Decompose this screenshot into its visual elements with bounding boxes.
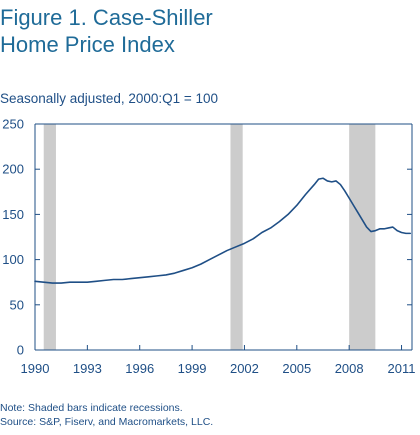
y-tick-label-50: 50 bbox=[10, 297, 24, 312]
recession-bar-1 bbox=[43, 124, 56, 350]
chart-notes: Note: Shaded bars indicate recessions. S… bbox=[0, 401, 213, 429]
x-tick-label-2011: 2011 bbox=[388, 361, 416, 376]
recession-bar-3 bbox=[349, 124, 376, 350]
recession-bar-2 bbox=[230, 124, 243, 350]
chart-title: Figure 1. Case-Shiller Home Price Index bbox=[0, 4, 213, 58]
x-tick-label-2008: 2008 bbox=[335, 361, 364, 376]
y-tick-label-0: 0 bbox=[17, 343, 24, 358]
title-line-1: Figure 1. Case-Shiller bbox=[0, 5, 213, 30]
chart-subtitle: Seasonally adjusted, 2000:Q1 = 100 bbox=[0, 91, 219, 106]
source-note: Source: S&P, Fiserv, and Macromarkets, L… bbox=[0, 416, 214, 428]
x-tick-label-1990: 1990 bbox=[21, 361, 50, 376]
y-tick-label-100: 100 bbox=[2, 252, 24, 267]
y-tick-label-250: 250 bbox=[2, 117, 24, 132]
x-tick-label-2005: 2005 bbox=[282, 361, 311, 376]
x-tick-label-1999: 1999 bbox=[178, 361, 207, 376]
x-tick-label-1996: 1996 bbox=[125, 361, 154, 376]
x-tick-label-2002: 2002 bbox=[230, 361, 259, 376]
x-tick-label-1993: 1993 bbox=[73, 361, 102, 376]
series-line-1 bbox=[34, 177, 412, 284]
title-line-2: Home Price Index bbox=[0, 32, 175, 57]
y-tick-label-150: 150 bbox=[2, 207, 24, 222]
recession-note: Note: Shaded bars indicate recessions. bbox=[0, 402, 183, 414]
y-tick-label-200: 200 bbox=[2, 162, 24, 177]
